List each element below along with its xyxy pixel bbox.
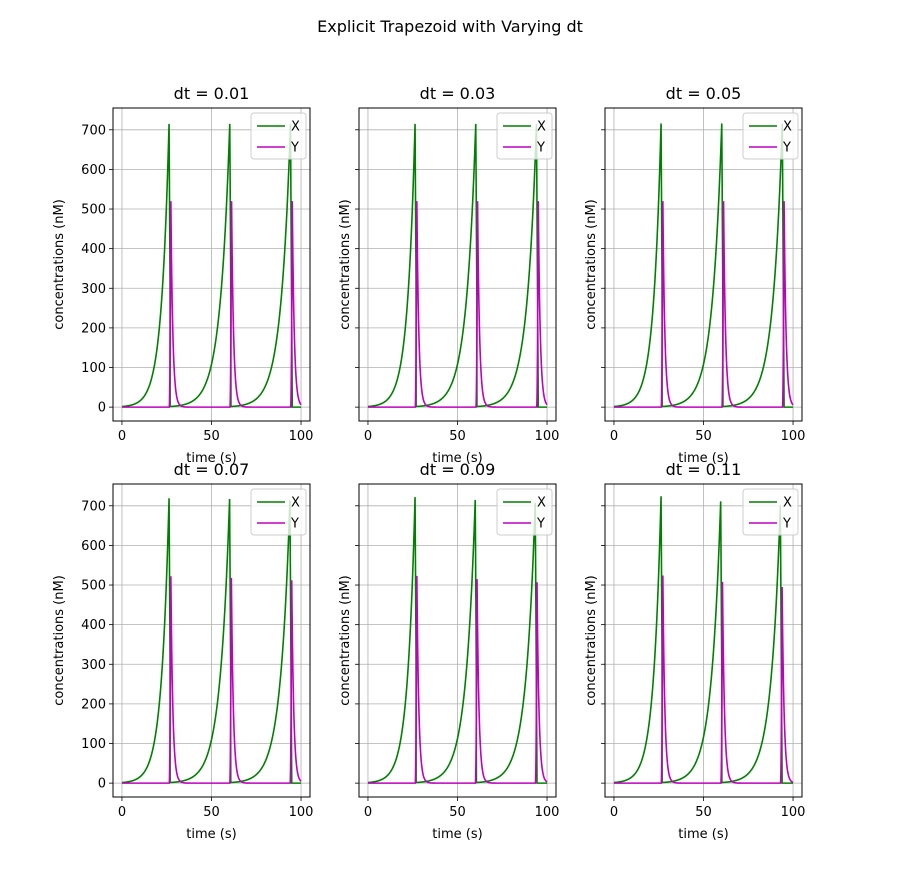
y-axis-label: concentrations (nM)	[338, 575, 353, 706]
x-tick-label: 100	[535, 429, 560, 444]
x-tick-label: 0	[364, 429, 372, 444]
legend-label-Y: Y	[782, 141, 791, 156]
legend-label-X: X	[783, 496, 792, 511]
series-Y-line	[121, 201, 302, 408]
x-axis-label: time (s)	[432, 451, 482, 466]
legend-label-X: X	[537, 496, 546, 511]
y-tick-label: 400	[81, 242, 106, 257]
x-tick-label: 100	[289, 429, 314, 444]
figure-title: Explicit Trapezoid with Varying dt	[317, 17, 583, 36]
y-axis-label: concentrations (nM)	[52, 575, 67, 706]
x-tick-label: 0	[610, 805, 618, 820]
x-tick-label: 0	[118, 429, 126, 444]
y-tick-label: 600	[81, 539, 106, 554]
subplot: 0 50 100 0 100 200 300 400 500 600 700 dt = 0.07 tim…	[52, 460, 313, 842]
series-X-line	[121, 123, 302, 408]
x-axis-label: time (s)	[678, 827, 728, 842]
subplot: 0 50 100 dt = 0.03 time (s) concentrations (n…	[338, 84, 559, 466]
x-tick-label: 50	[449, 805, 466, 820]
x-axis-label: time (s)	[186, 827, 236, 842]
legend-label-X: X	[291, 496, 300, 511]
y-tick-label: 400	[81, 618, 106, 633]
legend-label-Y: Y	[536, 517, 545, 532]
y-tick-label: 0	[98, 401, 106, 416]
legend-label-Y: Y	[290, 517, 299, 532]
x-tick-label: 50	[203, 429, 220, 444]
series-X-line	[613, 123, 794, 408]
legend-label-Y: Y	[290, 141, 299, 156]
subplot: 0 50 100 dt = 0.05 time (s) concentrations (n…	[584, 84, 805, 466]
y-tick-label: 100	[81, 361, 106, 376]
y-axis-label: concentrations (nM)	[584, 575, 599, 706]
y-tick-label: 0	[98, 777, 106, 792]
series-X-line	[367, 123, 548, 408]
y-tick-label: 700	[81, 123, 106, 138]
legend-label-X: X	[537, 120, 546, 135]
x-tick-label: 50	[449, 429, 466, 444]
y-tick-label: 300	[81, 282, 106, 297]
y-axis-label: concentrations (nM)	[52, 199, 67, 330]
x-axis-label: time (s)	[678, 451, 728, 466]
x-tick-label: 0	[364, 805, 372, 820]
y-tick-label: 500	[81, 203, 106, 218]
subplot: 0 50 100 0 100 200 300 400 500 600 700 dt = 0.01 tim…	[52, 84, 313, 466]
subplot-title: dt = 0.01	[174, 84, 250, 103]
series-Y-line	[367, 201, 548, 408]
legend-label-Y: Y	[536, 141, 545, 156]
subplot-title: dt = 0.11	[666, 460, 742, 479]
series-X-line	[367, 497, 548, 784]
x-axis-label: time (s)	[432, 827, 482, 842]
y-axis-label: concentrations (nM)	[338, 199, 353, 330]
subplot-title: dt = 0.07	[174, 460, 250, 479]
series-Y-line	[613, 575, 794, 784]
y-tick-label: 700	[81, 499, 106, 514]
subplot: 0 50 100 dt = 0.11 time (s) concentrations (n…	[584, 460, 805, 842]
y-tick-label: 200	[81, 321, 106, 336]
y-tick-label: 200	[81, 697, 106, 712]
x-tick-label: 100	[781, 805, 806, 820]
x-tick-label: 50	[695, 805, 712, 820]
series-Y-line	[121, 576, 302, 784]
series-Y-line	[613, 201, 794, 408]
x-tick-label: 100	[535, 805, 560, 820]
y-tick-label: 500	[81, 579, 106, 594]
series-X-line	[613, 496, 794, 784]
y-axis-label: concentrations (nM)	[584, 199, 599, 330]
series-X-line	[121, 498, 302, 784]
x-tick-label: 50	[203, 805, 220, 820]
x-tick-label: 100	[289, 805, 314, 820]
subplot-title: dt = 0.09	[420, 460, 496, 479]
series-Y-line	[367, 575, 548, 784]
legend-label-X: X	[783, 120, 792, 135]
legend-label-Y: Y	[782, 517, 791, 532]
subplot-title: dt = 0.03	[420, 84, 496, 103]
x-tick-label: 100	[781, 429, 806, 444]
subplot-title: dt = 0.05	[666, 84, 742, 103]
y-tick-label: 100	[81, 737, 106, 752]
legend-label-X: X	[291, 120, 300, 135]
x-tick-label: 0	[610, 429, 618, 444]
subplot: 0 50 100 dt = 0.09 time (s) concentrations (n…	[338, 460, 559, 842]
y-tick-label: 300	[81, 658, 106, 673]
x-tick-label: 0	[118, 805, 126, 820]
x-tick-label: 50	[695, 429, 712, 444]
y-tick-label: 600	[81, 163, 106, 178]
x-axis-label: time (s)	[186, 451, 236, 466]
